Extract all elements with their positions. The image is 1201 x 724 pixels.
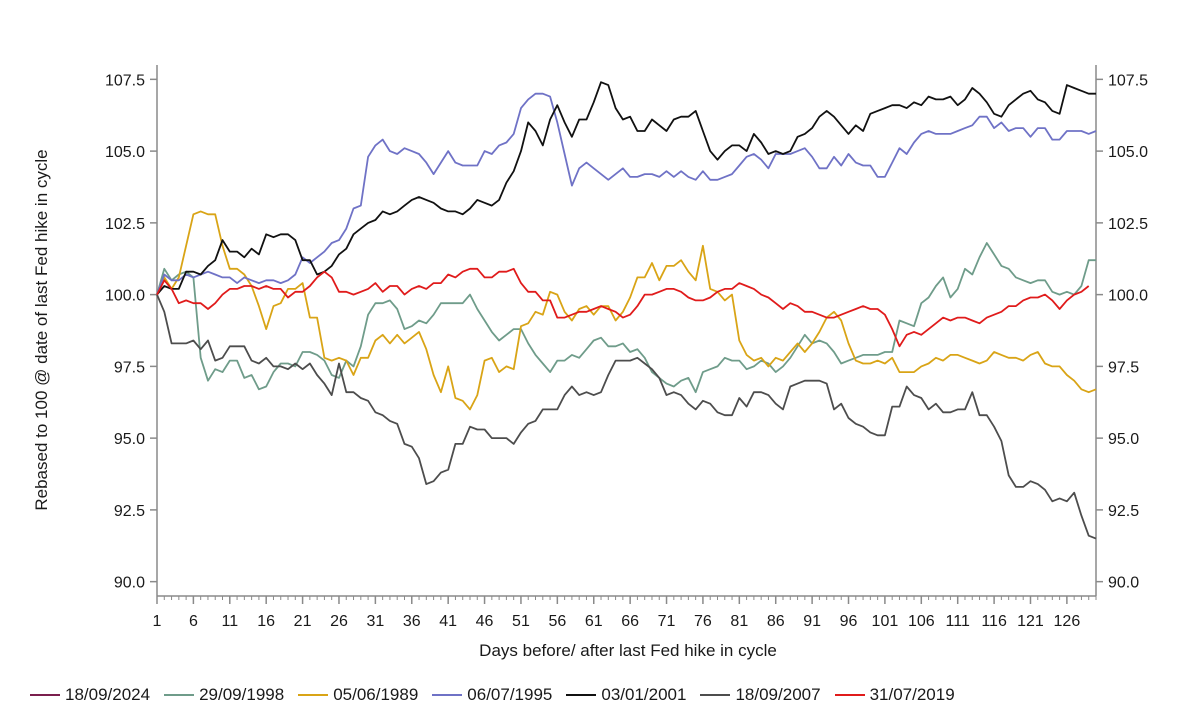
- legend-label: 05/06/1989: [333, 685, 419, 704]
- legend-swatch: [164, 694, 195, 696]
- x-tick-label: 31: [366, 613, 384, 630]
- x-tick-label: 106: [908, 613, 935, 630]
- y-right-tick-label: 100.0: [1108, 288, 1148, 305]
- x-tick-label: 16: [257, 613, 275, 630]
- x-tick-label: 96: [840, 613, 858, 630]
- y-right-tick-label: 107.5: [1108, 72, 1148, 89]
- y-tick-label: 100.0: [105, 288, 145, 305]
- x-tick-label: 111: [946, 613, 970, 630]
- x-tick-label: 1: [153, 613, 162, 630]
- x-axis-title: Days before/ after last Fed hike in cycl…: [479, 641, 777, 660]
- legend-label: 29/09/1998: [199, 685, 285, 704]
- legend-item: 18/09/2024: [30, 685, 150, 705]
- x-tick-label: 116: [981, 613, 1007, 630]
- x-tick-label: 36: [403, 613, 421, 630]
- legend-swatch: [432, 694, 463, 696]
- x-tick-label: 91: [803, 613, 821, 630]
- chart-series: [156, 81, 1097, 540]
- x-tick-label: 56: [548, 613, 566, 630]
- line-chart: 90.0 90.0 92.5 92.5 95.0 95.0 97.5 97.5 100.0 100…: [32, 65, 1148, 660]
- y-right-tick-label: 95.0: [1108, 431, 1139, 448]
- series-line-29-09-1998: [156, 242, 1096, 394]
- y-tick-label: 102.5: [105, 216, 145, 233]
- legend-item: 31/07/2019: [834, 685, 955, 705]
- chart-axes: 90.0 90.0 92.5 92.5 95.0 95.0 97.5 97.5 100.0 100…: [105, 65, 1148, 630]
- legend-label: 03/01/2001: [601, 685, 687, 704]
- y-right-tick-label: 105.0: [1108, 144, 1148, 161]
- legend-item: 03/01/2001: [566, 685, 686, 705]
- legend-label: 18/09/2007: [735, 685, 821, 704]
- y-tick-label: 92.5: [114, 503, 145, 520]
- y-tick-label: 107.5: [105, 72, 145, 89]
- x-tick-label: 41: [439, 613, 457, 630]
- legend-swatch: [30, 694, 60, 696]
- x-tick-label: 71: [658, 613, 676, 630]
- legend-item: 06/07/1995: [432, 685, 552, 705]
- legend-item: 18/09/2007: [700, 685, 821, 705]
- x-tick-label: 21: [294, 613, 312, 630]
- y-tick-label: 95.0: [114, 431, 145, 448]
- legend-label: 06/07/1995: [467, 685, 553, 704]
- x-tick-label: 26: [330, 613, 348, 630]
- legend-item: 05/06/1989: [298, 685, 418, 705]
- y-right-tick-label: 92.5: [1108, 503, 1139, 520]
- x-tick-label: 86: [767, 613, 785, 630]
- legend-swatch: [834, 694, 865, 696]
- y-right-tick-label: 97.5: [1108, 359, 1139, 376]
- legend-swatch: [566, 694, 597, 696]
- series-line-03-01-2001: [156, 81, 1096, 296]
- x-tick-label: 66: [621, 613, 639, 630]
- y-axis-title: Rebased to 100 @ date of last Fed hike i…: [32, 149, 51, 510]
- y-right-tick-label: 90.0: [1108, 575, 1139, 592]
- y-tick-label: 90.0: [114, 575, 145, 592]
- series-line-06-07-1995: [156, 92, 1097, 295]
- x-tick-label: 76: [694, 613, 712, 630]
- series-line-31-07-2019: [156, 267, 1090, 348]
- x-tick-label: 126: [1054, 613, 1081, 630]
- chart-legend: 18/09/2024 29/09/1998 05/06/1989 06/07/1995…: [30, 683, 1180, 707]
- x-tick-label: 81: [730, 613, 748, 630]
- legend-label: 31/07/2019: [869, 685, 955, 704]
- x-tick-label: 51: [512, 613, 530, 630]
- series-line-05-06-1989: [156, 210, 1097, 411]
- y-tick-label: 105.0: [105, 144, 145, 161]
- x-tick-label: 46: [476, 613, 494, 630]
- x-tick-label: 6: [189, 613, 198, 630]
- legend-label: 18/09/2024: [65, 685, 151, 704]
- series-line-18-09-2007: [156, 294, 1097, 540]
- y-tick-label: 97.5: [114, 359, 145, 376]
- x-tick-label: 101: [872, 613, 899, 630]
- y-right-tick-label: 102.5: [1108, 216, 1148, 233]
- legend-item: 29/09/1998: [164, 685, 284, 705]
- x-tick-label: 121: [1017, 613, 1044, 630]
- legend-swatch: [298, 694, 329, 696]
- x-tick-label: 61: [585, 613, 603, 630]
- chart-axis-titles: Days before/ after last Fed hike in cycl…: [32, 149, 777, 660]
- x-tick-label: 11: [221, 613, 238, 630]
- legend-swatch: [700, 694, 731, 696]
